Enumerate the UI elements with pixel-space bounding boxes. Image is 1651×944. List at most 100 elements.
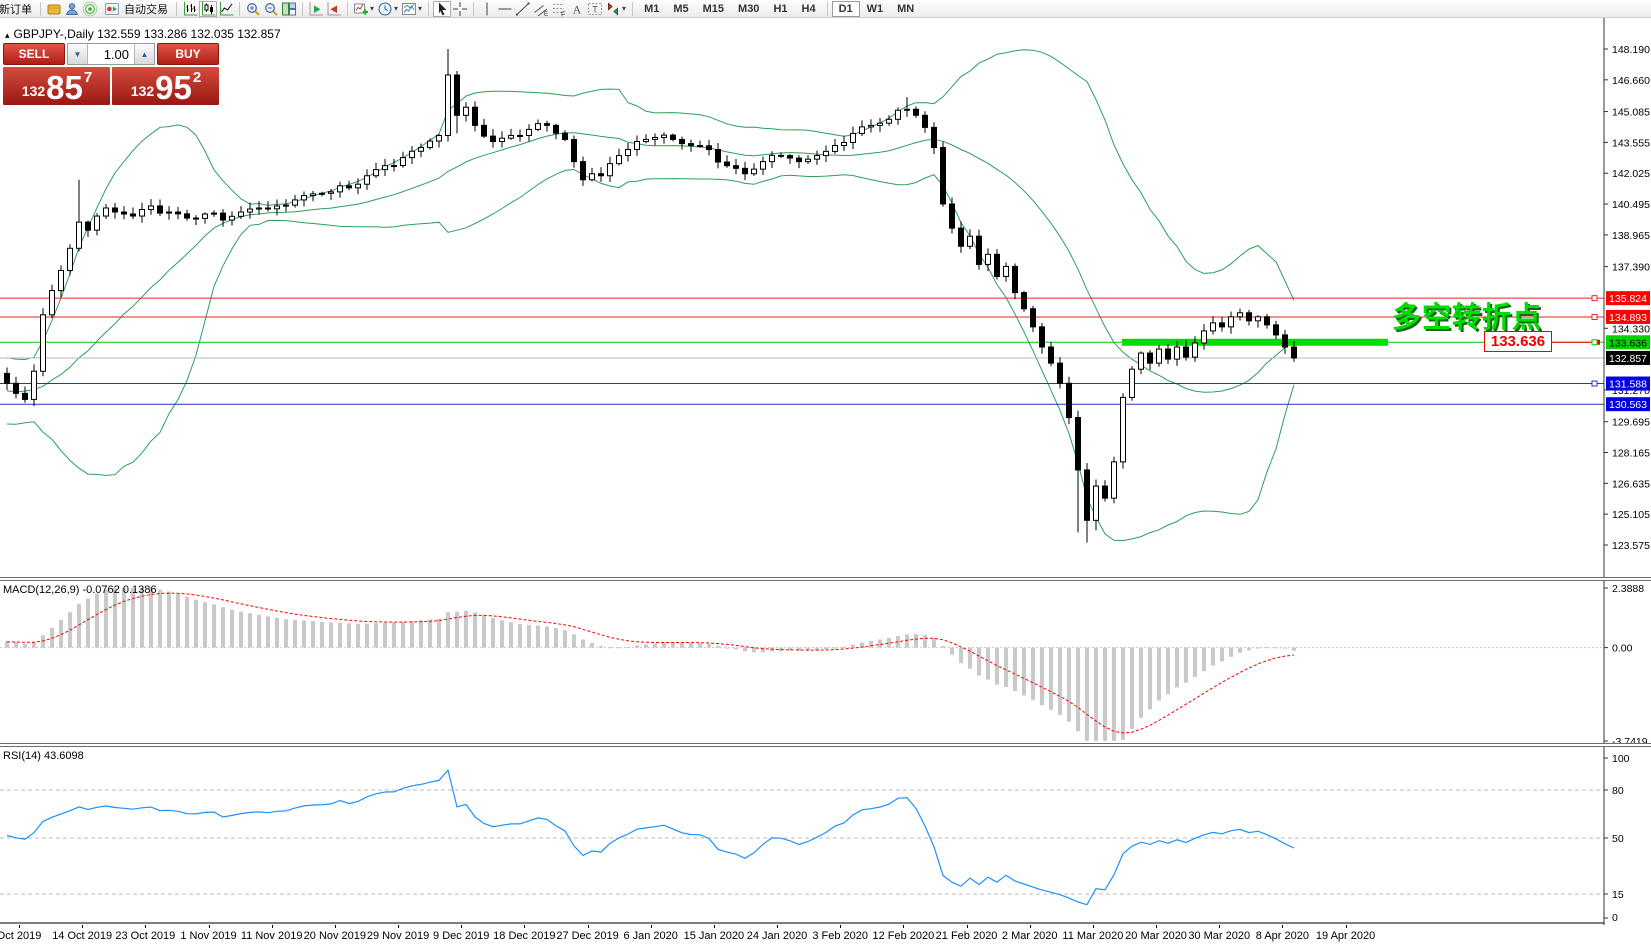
macd-histogram-bar bbox=[230, 609, 234, 648]
macd-panel-canvas[interactable]: 2.3888 0.00 -3.7419 bbox=[0, 581, 1651, 743]
price-callout-box[interactable]: 133.636 bbox=[1484, 331, 1552, 352]
candle-body bbox=[166, 211, 172, 214]
symbol-ohlc-text: GBPJPY-,Daily 132.559 133.286 132.035 13… bbox=[13, 27, 281, 41]
cursor-icon[interactable] bbox=[433, 0, 452, 17]
community-icon[interactable] bbox=[63, 1, 81, 17]
level-endpoint-marker[interactable] bbox=[1591, 313, 1598, 320]
bollinger-up-band-line[interactable] bbox=[6, 49, 1295, 361]
line-chart-icon[interactable] bbox=[217, 1, 235, 17]
macd-histogram-bar bbox=[1139, 647, 1143, 718]
new-chart-icon[interactable] bbox=[352, 1, 370, 17]
candle-body bbox=[967, 235, 973, 247]
candle-body bbox=[931, 126, 937, 149]
text-icon[interactable]: A bbox=[568, 1, 586, 17]
level-endpoint-marker[interactable] bbox=[1591, 295, 1598, 302]
candle-body bbox=[1093, 485, 1099, 521]
main-chart-canvas[interactable]: 148.190 146.660 145.085 143.555 142.025 140.4… bbox=[0, 18, 1651, 577]
candle-body bbox=[742, 167, 748, 175]
macd-histogram-bar bbox=[1103, 647, 1107, 741]
candlestick-chart-icon[interactable] bbox=[199, 0, 217, 17]
timeframe-h1[interactable]: H1 bbox=[773, 2, 788, 15]
candle-body bbox=[796, 157, 802, 163]
date-label: 9 Dec 2019 bbox=[433, 930, 490, 942]
macd-histogram-bar bbox=[1229, 647, 1233, 657]
timeframe-m15[interactable]: M15 bbox=[702, 2, 725, 15]
auto-trading-button[interactable]: 自动交易 bbox=[99, 1, 172, 17]
new-order-button-label: 新订单 bbox=[0, 3, 32, 16]
fibonacci-icon[interactable]: F bbox=[550, 1, 568, 17]
sell-button[interactable]: SELL bbox=[3, 43, 65, 65]
crosshair-icon[interactable] bbox=[451, 1, 469, 17]
highlight-trendline-bar[interactable] bbox=[1122, 338, 1388, 346]
tile-windows-icon[interactable] bbox=[280, 1, 298, 17]
rsi-panel-canvas[interactable]: 100 80 50 15 0 bbox=[0, 747, 1651, 925]
candle-body bbox=[841, 141, 847, 147]
timeframe-m5[interactable]: M5 bbox=[673, 2, 689, 15]
sell-price-tile[interactable]: 132 85 7 bbox=[3, 67, 110, 105]
favorites-icon[interactable] bbox=[45, 1, 63, 17]
macd-histogram-bar bbox=[1220, 647, 1224, 662]
volume-increase-button[interactable]: ▲ bbox=[134, 44, 154, 64]
macd-histogram-bar bbox=[149, 588, 153, 648]
timeframe-d1[interactable]: D1 bbox=[831, 0, 860, 17]
macd-histogram-bar bbox=[1175, 647, 1179, 688]
buy-button[interactable]: BUY bbox=[157, 43, 219, 65]
price-tick-label: 126.635 bbox=[1612, 478, 1650, 490]
panel-divider[interactable] bbox=[0, 743, 1651, 747]
level-endpoint-marker[interactable] bbox=[1591, 380, 1598, 387]
candle-body bbox=[1246, 312, 1252, 322]
auto-scroll-icon[interactable] bbox=[307, 1, 325, 17]
macd-histogram-bar bbox=[59, 620, 63, 648]
bar-chart-icon[interactable] bbox=[181, 1, 199, 17]
candle-body bbox=[22, 392, 28, 400]
macd-histogram-bar bbox=[500, 620, 504, 648]
panel-divider[interactable] bbox=[0, 577, 1651, 581]
arrows-dropdown-caret[interactable]: ▾ bbox=[622, 4, 627, 13]
templates-icon[interactable] bbox=[400, 1, 418, 17]
date-label: 14 Oct 2019 bbox=[52, 930, 113, 942]
timeframe-m1[interactable]: M1 bbox=[644, 2, 660, 15]
timeframe-m30[interactable]: M30 bbox=[738, 2, 760, 15]
bollinger-lo-band-line[interactable] bbox=[6, 168, 1295, 542]
date-tick bbox=[777, 925, 779, 928]
timeframe-h4[interactable]: H4 bbox=[801, 2, 816, 15]
trendline-icon[interactable] bbox=[514, 1, 532, 17]
volume-decrease-button[interactable]: ▼ bbox=[68, 44, 88, 64]
equidistant-channel-icon[interactable]: E bbox=[532, 1, 550, 17]
macd-histogram-bar bbox=[248, 613, 252, 648]
new-order-button[interactable]: 新订单 bbox=[0, 1, 36, 17]
chart-area[interactable]: 148.190 146.660 145.085 143.555 142.025 140.4… bbox=[0, 18, 1651, 944]
text-label-icon[interactable]: T bbox=[586, 1, 604, 17]
macd-histogram-bar bbox=[302, 620, 306, 648]
level-endpoint-marker[interactable] bbox=[1591, 339, 1598, 346]
bollinger-mid-band-line[interactable] bbox=[6, 132, 1295, 393]
collapse-arrow-icon[interactable]: ▴ bbox=[5, 30, 10, 40]
macd-histogram-bar bbox=[14, 642, 18, 648]
periods-dropdown-caret[interactable]: ▾ bbox=[394, 4, 399, 13]
vertical-line-icon[interactable] bbox=[478, 1, 496, 17]
zoom-in-icon[interactable] bbox=[244, 1, 262, 17]
candle-body bbox=[409, 150, 415, 159]
buy-price-tile[interactable]: 132 95 2 bbox=[112, 67, 219, 105]
volume-input[interactable] bbox=[88, 44, 134, 64]
macd-histogram-bar bbox=[374, 623, 378, 648]
macd-histogram-bar bbox=[176, 593, 180, 648]
macd-histogram-bar bbox=[815, 647, 819, 651]
zoom-out-icon[interactable] bbox=[262, 1, 280, 17]
macd-histogram-bar bbox=[32, 642, 36, 648]
arrows-icon[interactable] bbox=[604, 1, 622, 17]
date-label: 1 Nov 2019 bbox=[180, 930, 237, 942]
new-chart-dropdown-caret[interactable]: ▾ bbox=[370, 4, 375, 13]
time-axis[interactable]: Oct 2019 14 Oct 2019 23 Oct 2019 1 Nov 2019… bbox=[0, 925, 1651, 944]
signals-icon[interactable] bbox=[81, 1, 99, 17]
price-tick-label: 125.105 bbox=[1612, 509, 1650, 521]
horizontal-line-icon[interactable] bbox=[496, 1, 514, 17]
timeframe-mn[interactable]: MN bbox=[897, 2, 915, 15]
macd-histogram-bar bbox=[338, 622, 342, 648]
periods-icon[interactable] bbox=[376, 1, 394, 17]
templates-dropdown-caret[interactable]: ▾ bbox=[418, 4, 423, 13]
macd-histogram-bar bbox=[1292, 647, 1296, 651]
timeframe-w1[interactable]: W1 bbox=[866, 2, 884, 15]
candle-body bbox=[1039, 326, 1045, 348]
chart-shift-icon[interactable] bbox=[325, 1, 343, 17]
